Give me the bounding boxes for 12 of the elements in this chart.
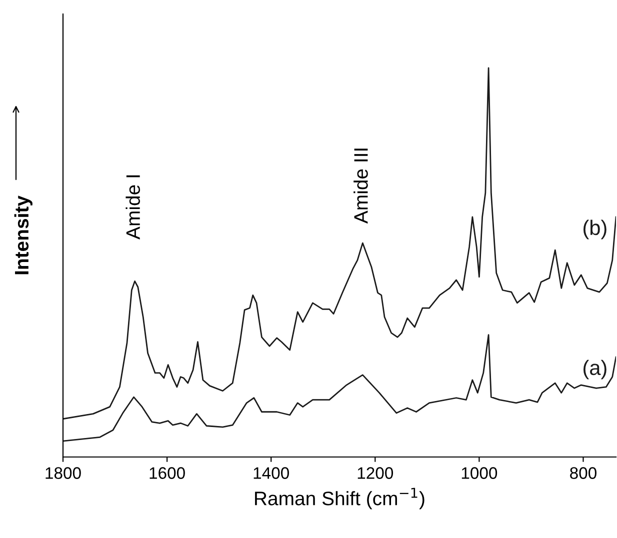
annotation: Amide III: [354, 148, 368, 224]
x-axis-title: Raman Shift (cm$^{−1}$): [255, 488, 424, 510]
y-axis-title: Intensity: [14, 196, 32, 274]
x-tick-label: 1200: [358, 467, 394, 479]
x-tick-label: 1000: [462, 467, 498, 479]
x-tick-label: 1800: [46, 467, 81, 479]
series-label: (b): [584, 220, 606, 240]
x-tick-label: 800: [570, 467, 596, 479]
annotation: Amide I: [126, 175, 140, 240]
series-label: (a): [584, 360, 606, 380]
x-tick-label: 1400: [254, 467, 289, 479]
x-tick-label: 1600: [150, 467, 185, 479]
